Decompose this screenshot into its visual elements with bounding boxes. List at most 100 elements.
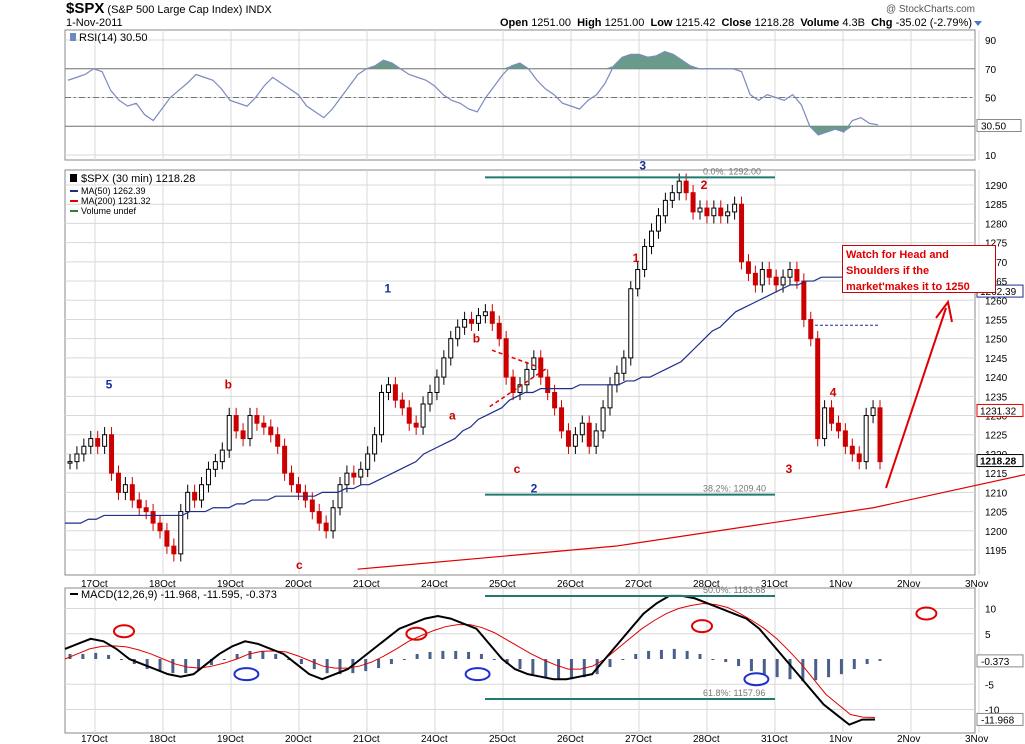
macd-histogram-bar [428,651,432,659]
macd-tick-label: 5 [985,630,991,641]
x-axis-label: 3Nov [965,579,988,590]
macd-histogram-bar [454,650,458,659]
price-candle [766,269,772,278]
rsi-line [67,50,879,136]
wave-label: 2 [701,178,708,192]
price-candle [385,384,391,393]
callout-line: Watch for Head and [846,249,949,261]
price-candle [469,318,475,324]
price-candle [171,545,177,555]
wave-label: c [296,558,303,572]
price-tag [976,403,1024,417]
price-candle [372,434,378,455]
price-candle [842,430,848,447]
x-axis-label: 31Oct [761,579,788,590]
crossover-circle [233,667,260,682]
price-candle [88,438,94,447]
crossover-circle [691,619,713,634]
panel-frame-rsi [64,29,976,161]
price-candle [219,449,225,463]
price-candle [856,453,862,463]
x-axis-label: 19Oct [217,579,244,590]
macd-histogram-bar [467,651,471,659]
macd-histogram-bar [788,659,792,680]
price-candle [496,322,502,340]
x-axis-label: 20Oct [285,734,312,744]
price-tick-label: 1290 [985,181,1008,192]
x-axis-label: 31Oct [761,734,788,744]
price-candle [565,430,571,447]
price-candle [600,407,606,432]
price-candle [109,434,115,474]
price-candle [254,415,260,424]
macd-tag-label: -11.968 [981,715,1015,726]
price-candle [849,445,855,455]
macd-histogram-bar [171,659,175,674]
crossover-circle [743,672,770,687]
price-tick-label: 1265 [985,277,1008,288]
price-tick-label: 1215 [985,469,1008,480]
price-candle [614,372,620,386]
price-tick-label: 1270 [985,258,1008,269]
rsi-tick-label: 70 [985,65,997,76]
x-axis-label: 25Oct [489,579,516,590]
price-candle [773,276,779,286]
price-candle [649,230,655,247]
x-axis-label: 28Oct [693,579,720,590]
price-candle [122,484,128,493]
price-candle [780,276,786,286]
fib-label: 50.0%: 1183.68 [703,585,765,595]
macd-histogram-bar [621,659,625,660]
macd-histogram-bar [415,653,419,659]
price-legend-icon [70,174,77,182]
price-candle [877,407,883,463]
macd-histogram-bar [608,659,612,668]
close-value: 1218.28 [754,17,795,29]
price-candle [787,269,793,278]
price-candle [829,407,835,424]
high-label: High [577,17,602,29]
price-candle [392,384,398,401]
price-candle [524,368,530,386]
rsi-legend-icon [70,33,76,41]
macd-histogram-bar [647,650,651,659]
open-value: 1251.00 [531,17,571,29]
x-axis-label: 24Oct [421,579,448,590]
x-axis-label: 20Oct [285,579,312,590]
price-tag [976,454,1024,468]
price-candle [559,407,565,432]
price-tick-label: 1225 [985,431,1008,442]
fib-label: 0.0%: 1292.00 [703,166,761,176]
macd-histogram-bar [119,659,123,660]
legend-entry: Volume undef [81,206,137,216]
wave-label: b [225,378,232,392]
price-candle [102,434,108,447]
price-candle [462,318,468,328]
x-axis-label: 2Nov [897,734,920,744]
price-candle [662,199,668,217]
price-candle [427,391,433,405]
price-candle [185,491,191,513]
wave-label: a [449,408,456,422]
x-axis-label: 1Nov [829,579,852,590]
wave-label: 5 [106,378,113,392]
macd-histogram-bar [672,648,676,659]
chevron-down-icon[interactable] [974,20,982,26]
macd-tick-label: -10 [985,706,1000,717]
price-candle [212,461,218,470]
macd-histogram-bar [775,659,779,678]
price-candle [81,445,87,455]
price-candle [295,484,301,493]
price-tick-label: 1210 [985,488,1008,499]
callout-line: market'makes it to 1250 [846,281,970,293]
price-candle [621,357,627,374]
price-candle [517,384,523,393]
macd-title: MACD(12,26,9) -11.968, -11.595, -0.373 [81,589,277,601]
triangle-pattern [487,349,547,409]
close-label: Close [721,17,752,29]
arrow-head-icon [935,299,953,323]
macd-histogram-bar [659,649,663,659]
price-candle [822,407,828,440]
macd-histogram-bar [287,659,291,660]
price-candle [129,484,135,501]
